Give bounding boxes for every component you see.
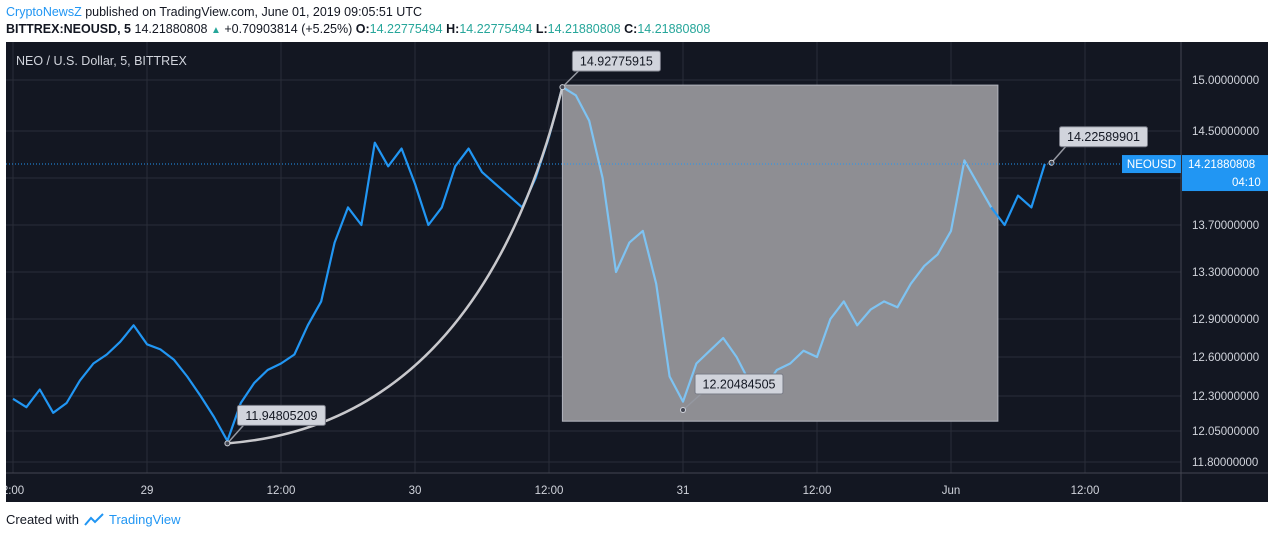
price-tick-label: 13.70000000 [1192,220,1259,232]
annotations: 11.94805209 14.92775915 12.20484505 14.2258… [224,50,1148,447]
close-value: 14.21880808 [637,22,711,36]
time-tick-label: 2:00 [6,485,24,497]
annotation-label: 12.20484505 [703,378,776,392]
price-line-recent [990,163,1046,227]
price-tick-label: 13.30000000 [1192,267,1259,279]
annotation-label-box [571,50,661,72]
range-selection [561,84,999,422]
price-chart[interactable]: 11.94805209 14.92775915 12.20484505 14.2258… [2,42,1268,502]
time-tick-label: 31 [677,485,690,497]
created-with-label: Created with [6,512,79,527]
price-series [12,86,1046,442]
price-tick-label: 12.60000000 [1192,352,1259,364]
annotation-label-box [694,373,784,395]
tradingview-link[interactable]: TradingView [108,512,181,527]
price-tick-label: 14.50000000 [1192,126,1259,138]
time-tick-label: Jun [942,485,961,497]
last-price-tag-box [1182,155,1268,192]
up-arrow-icon: ▲ [210,25,221,36]
price-axis[interactable]: 15.0000000014.5000000014.1000000013.7000… [1192,75,1259,469]
chart-title: NEO / U.S. Dollar, 5, BITTREX [16,54,188,68]
price-tick-label: 12.90000000 [1192,314,1259,326]
annotation-anchor-dot [680,407,686,413]
annotation-label: 11.94805209 [245,409,317,423]
annotation-label: 14.22589901 [1067,130,1140,144]
annotation-pointer [682,393,702,411]
time-tick-label: 12:00 [535,485,564,497]
price-tick-label: 12.30000000 [1192,391,1259,403]
time-tick-label: 12:00 [1071,485,1100,497]
annotation-pointer [226,424,244,444]
annotation-anchor-dot [224,440,231,447]
publish-info: CryptoNewsZ published on TradingView.com… [6,4,422,21]
annotation-pointer [561,70,579,88]
time-tick-label: 29 [141,485,154,497]
date-range-box [561,84,999,422]
bar-countdown: 04:10 [1232,177,1261,189]
time-tick-label: 30 [409,485,422,497]
last-price: 14.21880808 [134,22,208,36]
trend-arc [227,86,564,445]
price-tick-label: 12.05000000 [1192,426,1259,438]
trend-arc-curve [227,86,564,445]
last-price-marker: NEOUSD 14.21880808 04:10 [6,155,1268,192]
publisher-link[interactable]: CryptoNewsZ [6,5,82,19]
low-label: L: [535,22,548,36]
low-value: 14.21880808 [547,22,621,36]
last-price-tag: 14.21880808 [1188,159,1255,171]
price-line [12,86,564,442]
open-label: O: [355,22,370,36]
tradingview-cloud-icon [84,512,104,526]
symbol-label: BITTREX:NEOUSD, 5 [6,22,132,36]
annotation-label-box [236,404,326,426]
price-tick-label: 11.80000000 [1192,457,1258,469]
symbol-tag-box [1122,155,1181,174]
high-value: 14.22775494 [459,22,533,36]
symbol-info-bar: BITTREX:NEOUSD, 5 14.21880808 ▲ +0.70903… [6,21,710,39]
symbol-tag: NEOUSD [1127,159,1176,171]
footer: Created with TradingView [6,512,181,527]
chart-container[interactable]: 11.94805209 14.92775915 12.20484505 14.2258… [2,42,1268,502]
time-tick-label: 12:00 [267,485,296,497]
annotation-label-box [1059,126,1148,148]
published-text: published on TradingView.com, June 01, 2… [85,5,423,19]
time-axis[interactable]: 2:00 29 12:00 30 12:00 31 12:00 Jun 12:00 [2,485,1100,497]
high-label: H: [446,22,460,36]
close-label: C: [624,22,638,36]
open-value: 14.22775494 [369,22,443,36]
time-tick-label: 12:00 [803,485,832,497]
annotation-label: 14.92775915 [580,55,653,69]
price-tick-label: 15.00000000 [1192,75,1259,87]
price-line-highlighted [561,86,993,403]
annotation-pointer [1050,146,1067,164]
annotation-anchor-dot [559,84,566,91]
price-change: +0.70903814 (+5.25%) [224,22,353,36]
